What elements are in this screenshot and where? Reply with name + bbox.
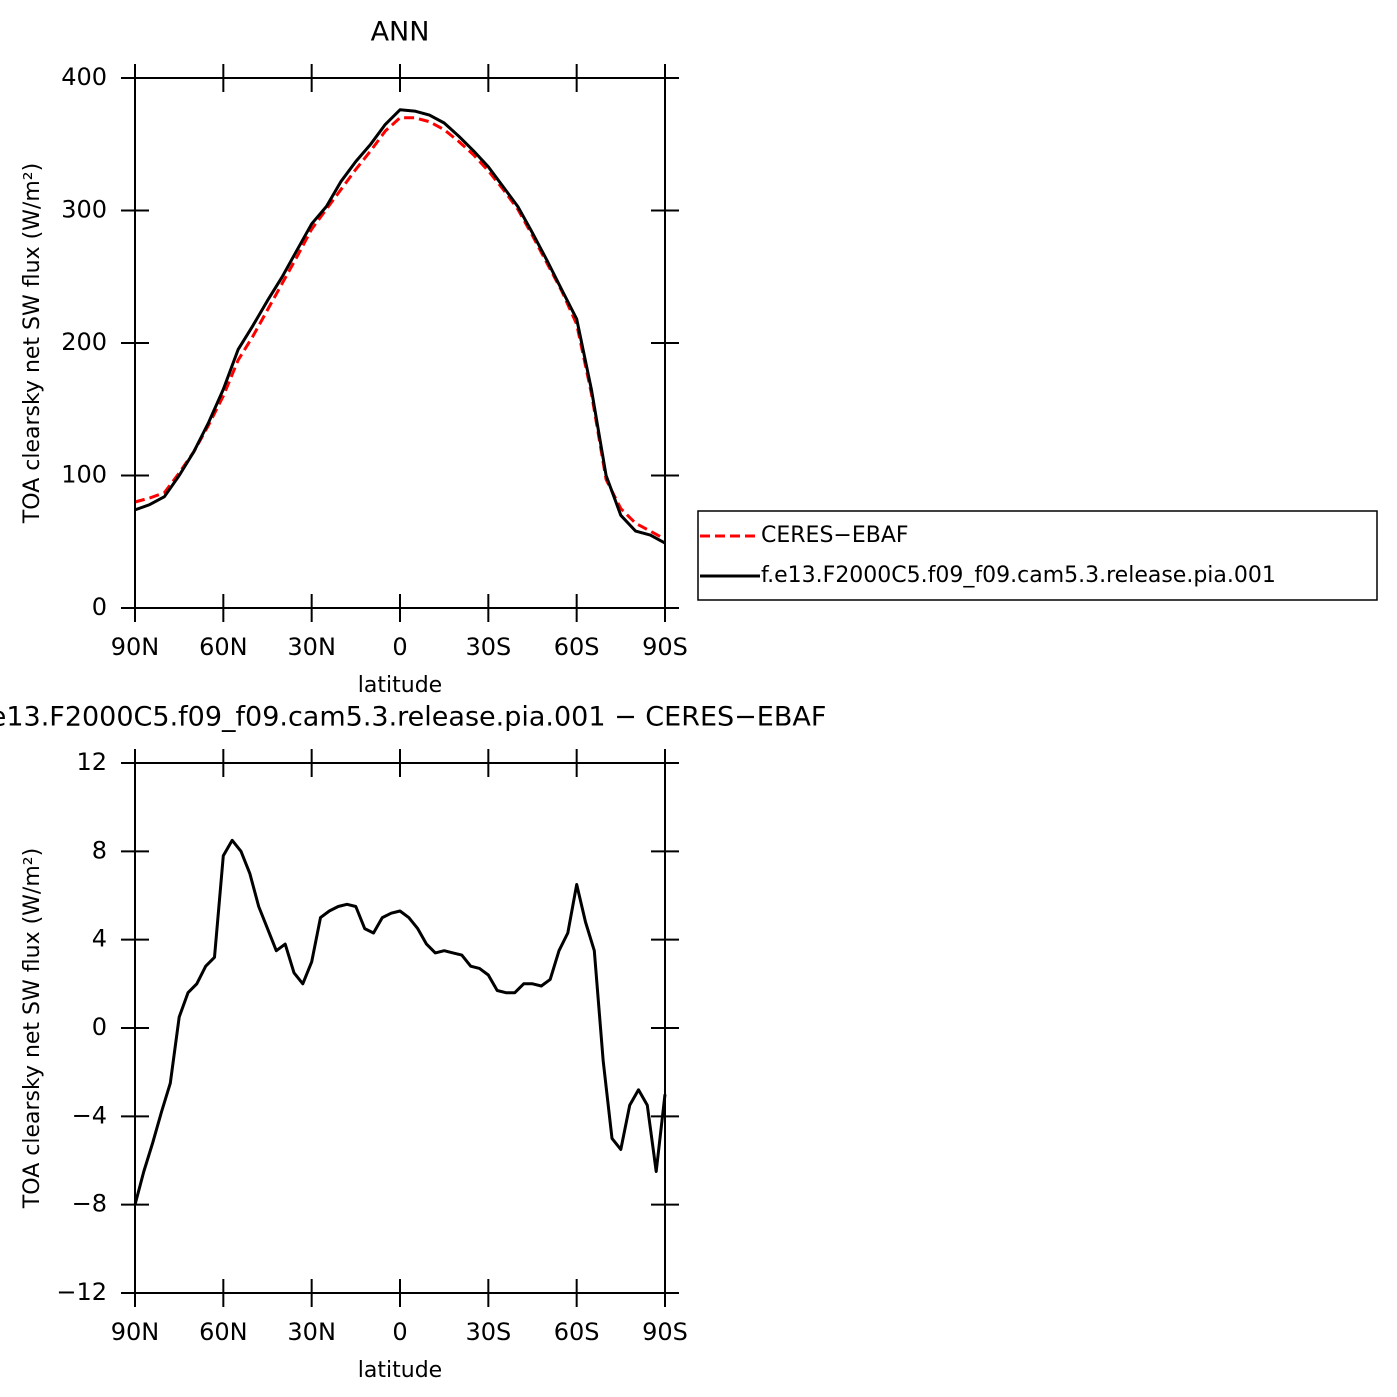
y-tick-label: 300 bbox=[61, 196, 107, 224]
y-tick-label: 400 bbox=[61, 63, 107, 91]
x-tick-label: 60S bbox=[554, 1318, 600, 1346]
y-tick-label: −12 bbox=[56, 1278, 107, 1306]
y-axis-label: TOA clearsky net SW flux (W/m²) bbox=[20, 848, 45, 1209]
y-tick-label: 0 bbox=[92, 1013, 107, 1041]
y-tick-label: 0 bbox=[92, 593, 107, 621]
plot-frame bbox=[134, 762, 666, 1294]
y-tick-label: 8 bbox=[92, 836, 107, 864]
plot-frame bbox=[134, 77, 666, 609]
x-tick-label: 90N bbox=[111, 633, 160, 661]
data-line bbox=[134, 116, 666, 541]
y-tick-label: 12 bbox=[76, 748, 107, 776]
data-line bbox=[134, 108, 666, 545]
x-tick-label: 0 bbox=[392, 1318, 407, 1346]
y-tick-label: −4 bbox=[72, 1101, 107, 1129]
legend-label: CERES−EBAF bbox=[761, 523, 909, 548]
x-tick-label: 60N bbox=[199, 633, 248, 661]
x-tick-label: 30S bbox=[465, 633, 511, 661]
x-axis-label: latitude bbox=[358, 673, 442, 698]
x-tick-label: 90S bbox=[642, 633, 688, 661]
y-tick-label: 100 bbox=[61, 461, 107, 489]
data-line bbox=[133, 838, 667, 1206]
legend-box bbox=[697, 510, 1378, 601]
x-tick-label: 30N bbox=[287, 633, 336, 661]
chart-title: ANN bbox=[371, 17, 430, 48]
chart-title: f.e13.F2000C5.f09_f09.cam5.3.release.pia… bbox=[0, 702, 826, 733]
y-tick-label: −8 bbox=[72, 1190, 107, 1218]
x-tick-label: 60N bbox=[199, 1318, 248, 1346]
y-axis-label: TOA clearsky net SW flux (W/m²) bbox=[20, 163, 45, 524]
x-axis-label: latitude bbox=[358, 1358, 442, 1383]
x-tick-label: 0 bbox=[392, 633, 407, 661]
x-tick-label: 30S bbox=[465, 1318, 511, 1346]
y-tick-label: 4 bbox=[92, 925, 107, 953]
x-tick-label: 60S bbox=[554, 633, 600, 661]
y-tick-label: 200 bbox=[61, 328, 107, 356]
legend-label: f.e13.F2000C5.f09_f09.cam5.3.release.pia… bbox=[761, 563, 1276, 588]
x-tick-label: 90S bbox=[642, 1318, 688, 1346]
x-tick-label: 30N bbox=[287, 1318, 336, 1346]
x-tick-label: 90N bbox=[111, 1318, 160, 1346]
